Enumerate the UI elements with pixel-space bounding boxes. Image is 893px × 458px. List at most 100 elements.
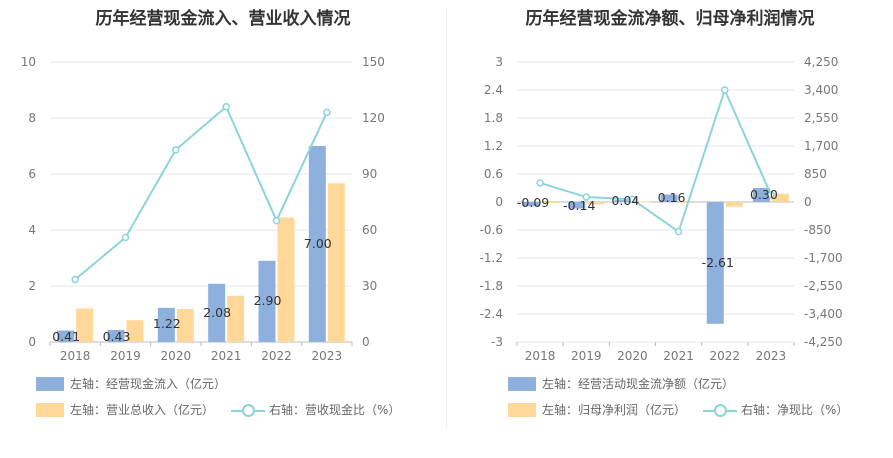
x-tick-label: 2022 (261, 349, 292, 363)
line-point (674, 227, 683, 236)
line-point (121, 233, 130, 242)
bar-series1 (107, 329, 125, 342)
legend-swatch-line (231, 403, 265, 417)
chart-panel-right: 历年经营现金流净额、归母净利润情况 3 4,250 2.4 3,400 1.8 2,550… (447, 0, 893, 458)
bar-series2 (541, 202, 559, 203)
legend-item-inflow[interactable]: 左轴：经营现金流入（亿元） (36, 376, 226, 392)
x-tick-label: 2023 (312, 349, 343, 363)
line-point (222, 103, 230, 111)
x-tick-label: 2019 (571, 349, 602, 363)
x-tick-label: 2018 (525, 349, 556, 363)
y-tick-left: 4 (28, 223, 36, 237)
data-label: 0.43 (103, 329, 131, 344)
data-label: -0.14 (563, 198, 595, 213)
y-tick-left: 2 (28, 279, 36, 293)
bar-series1 (752, 188, 770, 202)
panel-divider (446, 8, 447, 428)
y-tick-left: 0 (28, 335, 36, 349)
bar-series1 (568, 202, 586, 209)
y-tick-left: -2.4 (480, 307, 503, 321)
x-tick-label: 2021 (211, 349, 242, 363)
x-tick-label: 2019 (110, 349, 141, 363)
data-label: -0.09 (517, 195, 549, 210)
y-tick-right: -4,250 (804, 335, 843, 349)
y-tick-left: 0 (495, 195, 503, 209)
y-tick-right: 60 (362, 223, 377, 237)
y-tick-right: 3,400 (804, 83, 838, 97)
y-tick-right: 150 (362, 55, 385, 69)
line-point (172, 145, 180, 154)
x-tick-label: 2020 (617, 349, 648, 363)
y-tick-right: 2,550 (804, 111, 838, 125)
y-tick-left: -3 (491, 335, 503, 349)
bar-series2 (725, 202, 743, 207)
data-label: 1.22 (153, 316, 181, 331)
line-point (582, 193, 590, 201)
bar-series2 (126, 320, 144, 342)
y-tick-left: 1.2 (484, 139, 503, 153)
y-tick-right: 30 (362, 279, 377, 293)
bar-series1 (522, 202, 540, 207)
y-tick-right: -2,550 (804, 279, 843, 293)
legend-item-ratio[interactable]: 右轴：营收现金比（%） (231, 402, 400, 418)
line-point (721, 86, 729, 94)
line-point (272, 216, 281, 225)
bar-series2 (771, 193, 789, 202)
y-tick-right: -1,700 (804, 251, 843, 265)
legend-item-revenue[interactable]: 左轴：营业总收入（亿元） (36, 402, 214, 418)
bar-series1 (706, 202, 724, 324)
data-label: 2.90 (254, 293, 282, 308)
y-tick-right: 0 (804, 195, 812, 209)
bar-series1 (258, 260, 276, 342)
legend-swatch-orange (508, 403, 536, 417)
bar-series1 (208, 283, 226, 342)
x-tick-label: 2022 (709, 349, 740, 363)
bar-series1 (157, 307, 175, 342)
data-label: 7.00 (304, 236, 332, 251)
legend-item-netratio[interactable]: 右轴：净现比（%） (703, 402, 848, 418)
x-tick-label: 2023 (756, 349, 787, 363)
bar-series2 (633, 201, 651, 203)
line-point (323, 108, 331, 117)
legend-item-netprofit[interactable]: 左轴：归母净利润（亿元） (508, 402, 686, 418)
y-tick-right: 120 (362, 111, 385, 125)
legend-swatch-orange (36, 403, 64, 417)
line-series (74, 105, 328, 281)
y-tick-left: -0.6 (480, 223, 503, 237)
bar-series2 (227, 295, 245, 342)
y-tick-right: 90 (362, 167, 377, 181)
x-tick-label: 2021 (663, 349, 694, 363)
chart-svg-left: 0 0 2 30 4 60 6 90 8 120 10 150 2018 2019 2020 2021 2022… (21, 55, 385, 363)
line-point (628, 195, 637, 204)
y-tick-left: 3 (495, 55, 503, 69)
bar-series1 (660, 194, 678, 202)
chart-panel-left: 历年经营现金流入、营业收入情况 0 0 2 30 4 60 6 90 8 120 10 150 2018… (0, 0, 446, 458)
bar-series2 (327, 183, 345, 342)
bar-series1 (308, 146, 326, 342)
data-label: 0.30 (750, 187, 778, 202)
bar-series1 (614, 200, 632, 202)
legend-label-ratio: 右轴：营收现金比（%） (269, 403, 401, 417)
chart-title-left: 历年经营现金流入、营业收入情况 (95, 9, 351, 29)
y-tick-right: -850 (804, 223, 831, 237)
data-label: 0.04 (611, 193, 639, 208)
legend-item-netcash[interactable]: 左轴：经营活动现金流净额（亿元） (508, 376, 734, 392)
bar-series2 (277, 217, 295, 342)
y-tick-right: 1,700 (804, 139, 838, 153)
legend-swatch-blue (36, 377, 64, 391)
legend-label-netratio: 右轴：净现比（%） (741, 403, 849, 417)
y-tick-right: 850 (804, 167, 827, 181)
y-tick-right: 4,250 (804, 55, 838, 69)
line-point (536, 179, 544, 187)
bar-series2 (176, 308, 194, 342)
y-tick-left: 2.4 (484, 83, 503, 97)
data-label: 2.08 (203, 305, 231, 320)
y-tick-right: 0 (362, 335, 370, 349)
y-tick-left: 0.6 (484, 167, 503, 181)
chart-title-right: 历年经营现金流净额、归母净利润情况 (525, 9, 815, 29)
y-tick-left: 6 (28, 167, 36, 181)
bar-series1 (57, 330, 75, 342)
line-point (71, 275, 79, 284)
line-point (767, 191, 775, 199)
x-tick-label: 2018 (60, 349, 91, 363)
